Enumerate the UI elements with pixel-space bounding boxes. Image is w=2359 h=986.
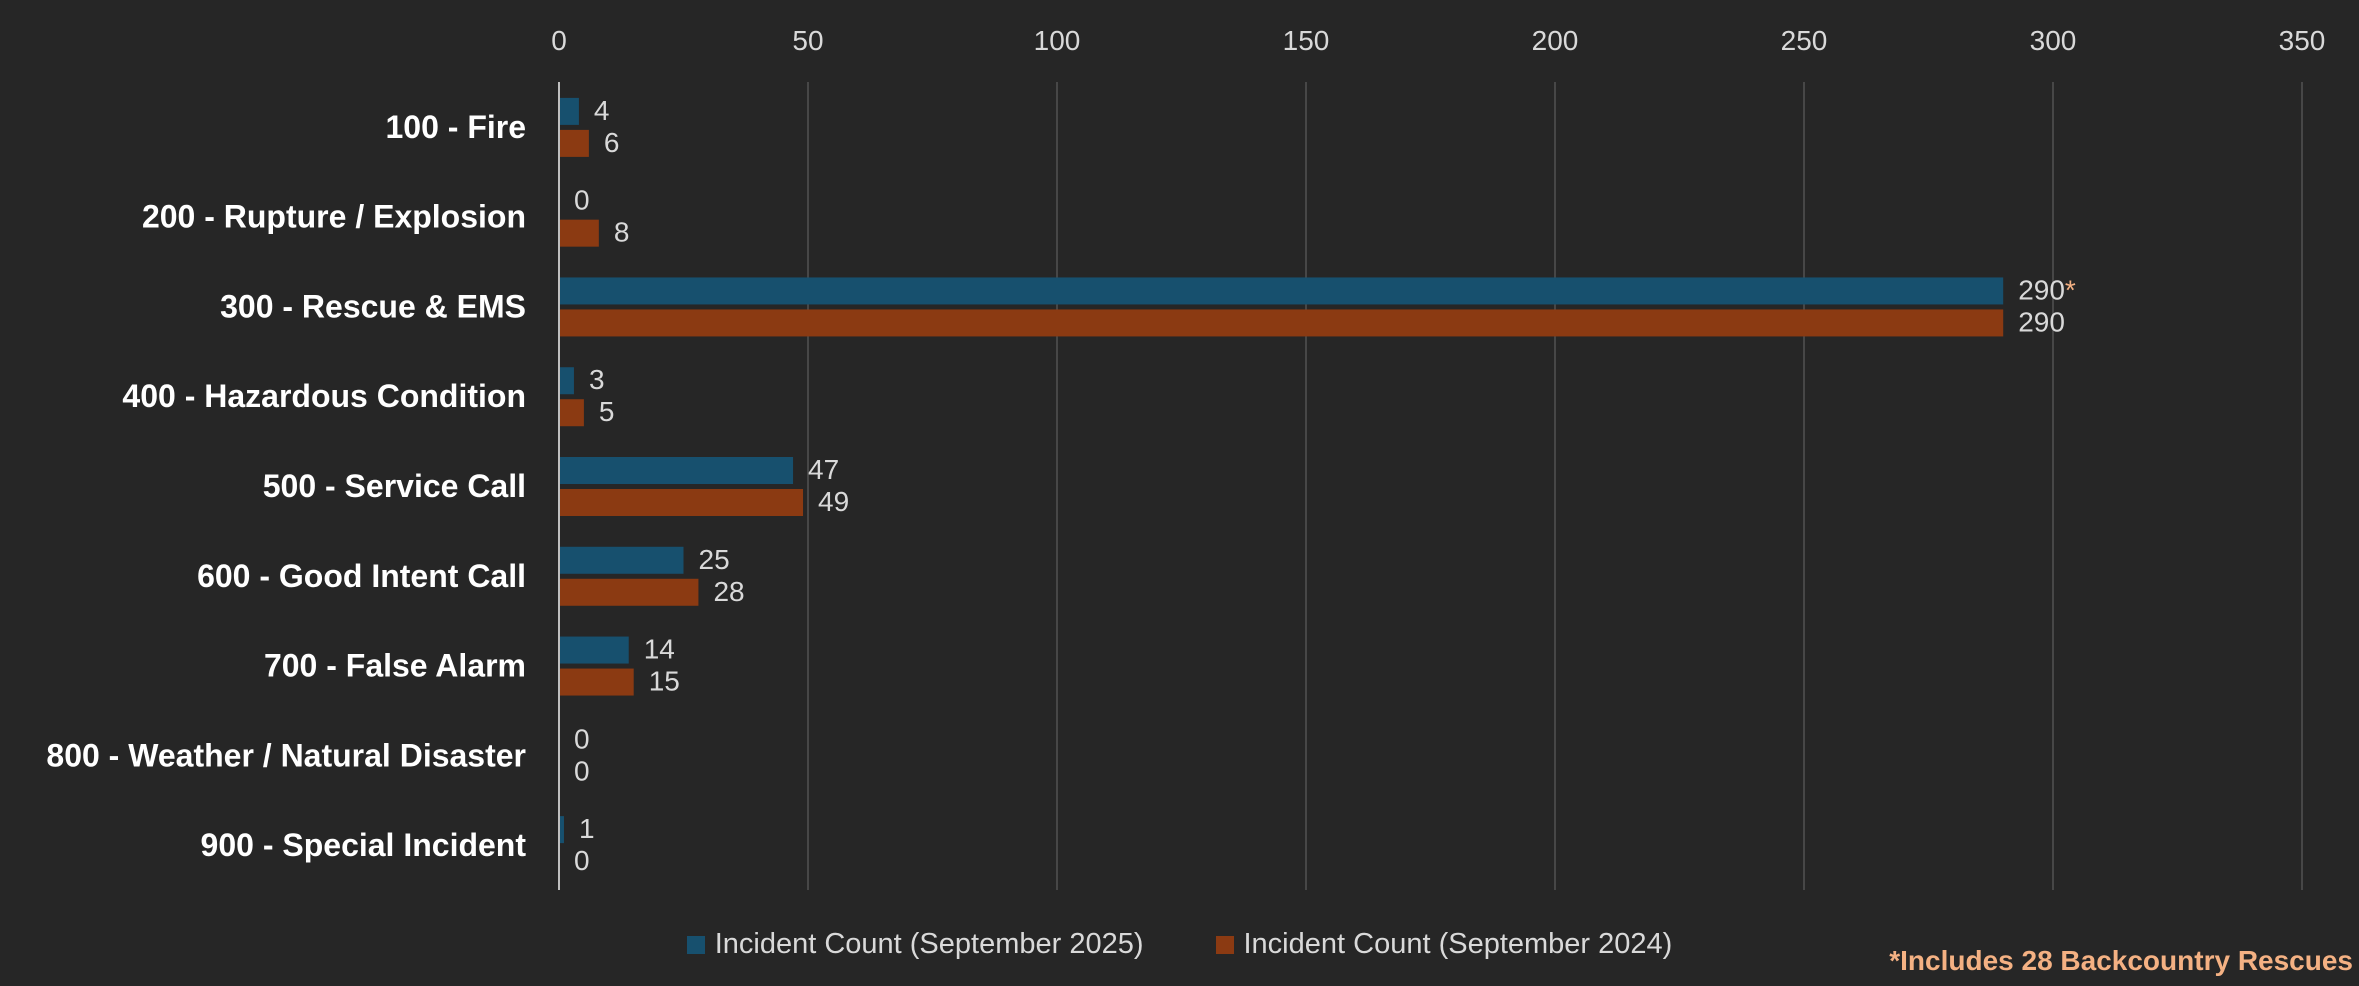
- bar: [559, 367, 574, 395]
- data-label: 8: [614, 217, 630, 248]
- data-label: 47: [808, 454, 839, 485]
- x-tick-label: 250: [1781, 25, 1828, 56]
- data-label: 5: [599, 396, 615, 427]
- footnote: *Includes 28 Backcountry Rescues: [1889, 945, 2353, 976]
- category-label: 900 - Special Incident: [201, 827, 527, 863]
- category-label: 400 - Hazardous Condition: [122, 378, 526, 414]
- bar: [559, 546, 684, 574]
- category-label: 700 - False Alarm: [264, 648, 526, 684]
- bar: [559, 457, 794, 484]
- category-label: 300 - Rescue & EMS: [220, 288, 526, 324]
- data-label: 4: [594, 95, 610, 126]
- legend-swatch-2024: [1215, 935, 1234, 954]
- bar: [559, 636, 629, 664]
- bar: [559, 816, 564, 844]
- bar: [559, 277, 2004, 305]
- bar: [559, 219, 599, 247]
- bar: [559, 129, 589, 157]
- legend-item-2025: Incident Count (September 2025): [686, 928, 1144, 961]
- legend-swatch-2025: [686, 935, 705, 954]
- bar: [559, 668, 634, 696]
- data-label: 28: [713, 576, 744, 607]
- x-tick-label: 150: [1283, 25, 1330, 56]
- data-label: 290*: [2018, 274, 2076, 305]
- bar: [559, 578, 699, 606]
- data-label: 0: [574, 755, 590, 786]
- x-tick-label: 0: [551, 25, 567, 56]
- category-label: 800 - Weather / Natural Disaster: [46, 737, 526, 773]
- data-label: 3: [589, 364, 605, 395]
- data-label: 49: [818, 486, 849, 517]
- bar: [559, 489, 804, 516]
- data-label: 6: [604, 127, 620, 158]
- bar: [559, 97, 579, 125]
- data-label: 1: [579, 813, 595, 844]
- bar: [559, 399, 584, 427]
- x-tick-label: 300: [2030, 25, 2077, 56]
- legend-label-2024: Incident Count (September 2024): [1243, 928, 1673, 960]
- data-label: 25: [699, 544, 730, 575]
- category-label: 500 - Service Call: [263, 468, 526, 504]
- x-tick-label: 350: [2279, 25, 2326, 56]
- legend-label-2025: Incident Count (September 2025): [714, 928, 1144, 960]
- data-label: 0: [574, 845, 590, 876]
- data-label: 290: [2018, 306, 2065, 337]
- data-label: 14: [644, 634, 675, 665]
- data-label: 15: [649, 666, 680, 697]
- category-label: 200 - Rupture / Explosion: [142, 199, 526, 235]
- legend: Incident Count (September 2025) Incident…: [0, 928, 2359, 961]
- x-tick-label: 50: [792, 25, 823, 56]
- category-label: 100 - Fire: [385, 109, 526, 145]
- bar: [559, 309, 2004, 337]
- category-label: 600 - Good Intent Call: [197, 558, 526, 594]
- legend-item-2024: Incident Count (September 2024): [1215, 928, 1673, 961]
- x-tick-label: 100: [1034, 25, 1081, 56]
- x-tick-label: 200: [1532, 25, 1579, 56]
- data-label: 0: [574, 723, 590, 754]
- data-label: 0: [574, 185, 590, 216]
